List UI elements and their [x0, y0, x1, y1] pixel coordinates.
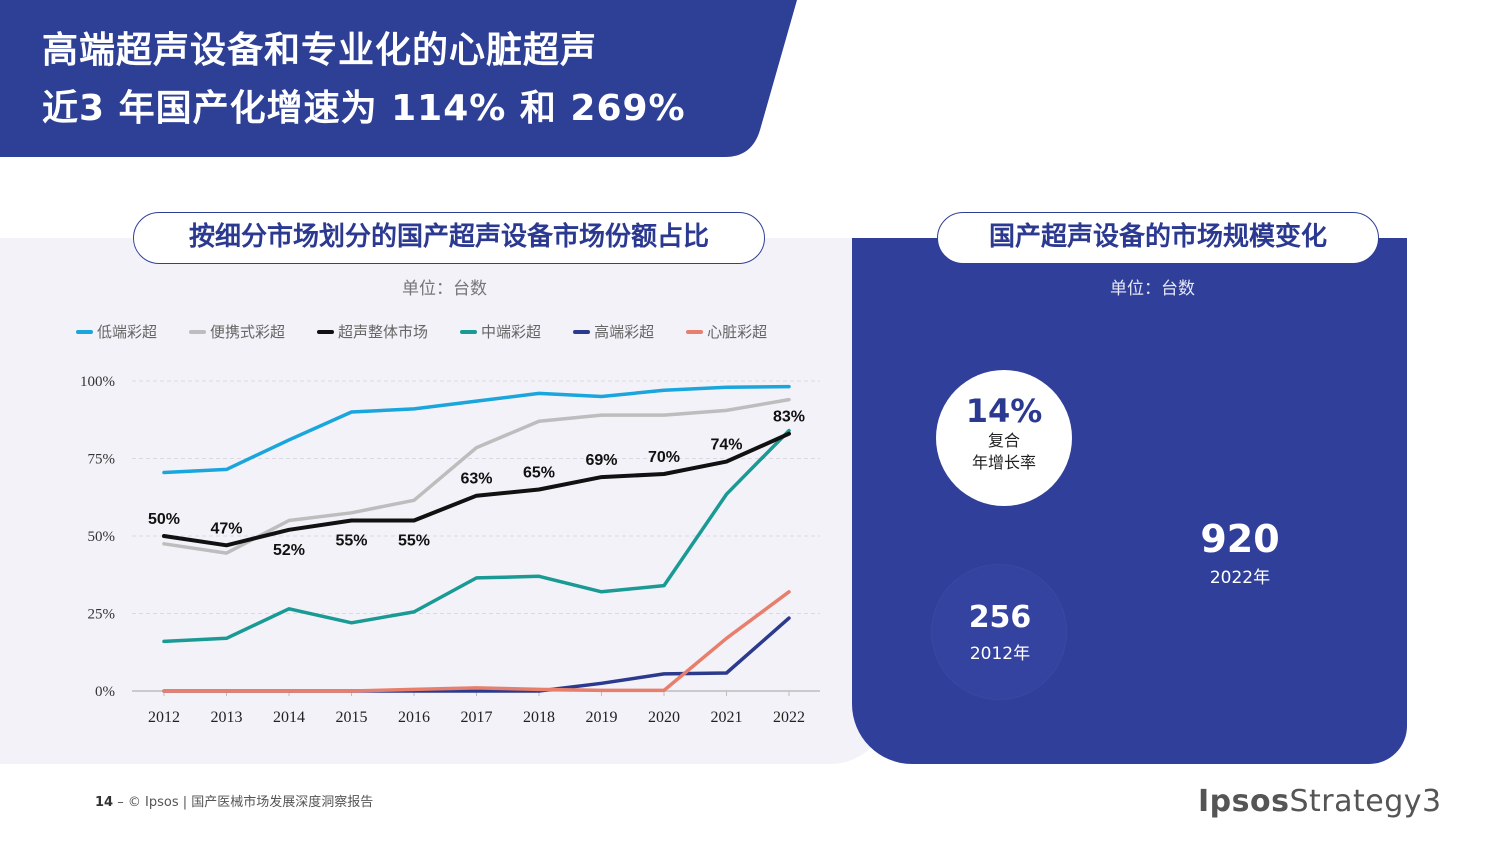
legend-item: 低端彩超	[76, 322, 157, 342]
legend-item: 中端彩超	[460, 322, 541, 342]
y-tick-label: 50%	[88, 529, 116, 545]
data-label: 63%	[460, 471, 492, 488]
year-label-2012: 2012年	[969, 644, 1031, 664]
cagr-circle: 14% 复合 年增长率	[936, 370, 1072, 506]
data-label: 74%	[710, 437, 742, 454]
market-size-title: 国产超声设备的市场规模变化	[937, 212, 1379, 264]
x-tick-label: 2020	[648, 709, 680, 726]
x-tick-label: 2019	[586, 709, 618, 726]
legend-swatch	[460, 330, 478, 334]
y-tick-label: 25%	[88, 607, 116, 623]
x-tick-label: 2013	[211, 709, 243, 726]
footer-dash: –	[117, 795, 124, 810]
bubble-2012	[932, 565, 1066, 699]
x-tick-label: 2014	[273, 709, 305, 726]
y-tick-label: 0%	[95, 684, 115, 700]
legend-item: 高端彩超	[573, 322, 654, 342]
data-label: 65%	[523, 465, 555, 482]
market-share-line-chart: 0% 25% 50% 75% 100% 2012 2013 2014 2015 2016 2017 2…	[80, 374, 820, 726]
legend-swatch	[76, 330, 93, 334]
x-tick-label: 2012	[148, 709, 180, 726]
page-title-line-2: 近3 年国产化增速为 114% 和 269%	[42, 88, 686, 129]
chart-legend: 低端彩超 便携式彩超 超声整体市场 中端彩超 高端彩超 心脏彩超	[76, 322, 799, 342]
market-share-unit: 单位：台数	[402, 279, 487, 299]
series-line-5	[162, 616, 791, 693]
y-tick-label: 75%	[88, 452, 116, 468]
x-tick-label: 2015	[336, 709, 368, 726]
cagr-label-line-2: 年增长率	[971, 453, 1036, 472]
market-size-unit: 单位：台数	[1110, 279, 1195, 299]
title-banner	[0, 0, 797, 157]
data-label: 47%	[210, 520, 242, 537]
series-line-3	[162, 431, 791, 548]
market-share-title: 按细分市场划分的国产超声设备市场份额占比	[133, 212, 765, 264]
legend-label: 便携式彩超	[210, 323, 286, 341]
legend-swatch	[573, 330, 591, 334]
cagr-label-line-1: 复合	[987, 431, 1020, 450]
data-label: 55%	[335, 533, 367, 550]
data-label: 83%	[773, 409, 805, 426]
y-tick-label: 100%	[80, 374, 115, 390]
series-line-2	[162, 397, 791, 555]
footer: 14 – © Ipsos | 国产医械市场发展深度洞察报告	[95, 794, 373, 812]
legend-label: 超声整体市场	[338, 323, 429, 341]
x-tick-label: 2017	[461, 709, 493, 726]
data-label: 55%	[398, 533, 430, 550]
legend-label: 低端彩超	[97, 323, 158, 341]
legend-label: 高端彩超	[594, 323, 655, 341]
legend-item: 心脏彩超	[686, 322, 767, 342]
x-tick-label: 2018	[523, 709, 555, 726]
page-title: 高端超声设备和专业化的心脏超声 近3 年国产化增速为 114% 和 269%	[42, 22, 686, 138]
data-label: 52%	[273, 542, 305, 559]
legend-item: 便携式彩超	[189, 322, 285, 342]
legend-swatch	[189, 330, 207, 334]
x-tick-label: 2021	[711, 709, 743, 726]
market-share-panel	[0, 238, 890, 764]
legend-item: 超声整体市场	[317, 322, 428, 342]
logo-brand: Ipsos	[1198, 784, 1290, 819]
legend-label: 中端彩超	[481, 323, 542, 341]
footer-text: © Ipsos | 国产医械市场发展深度洞察报告	[127, 795, 374, 810]
cagr-value: 14%	[965, 392, 1043, 430]
legend-swatch	[317, 330, 335, 334]
page-number: 14	[95, 795, 114, 810]
data-label: 50%	[148, 511, 180, 528]
ipsos-strategy3-logo: IpsosStrategy3	[1198, 784, 1442, 820]
data-label: 69%	[585, 452, 617, 469]
page-title-line-1: 高端超声设备和专业化的心脏超声	[42, 30, 598, 71]
year-label-2022: 2022年	[1209, 568, 1271, 588]
x-tick-label: 2022	[773, 709, 805, 726]
series-line-1	[162, 384, 791, 475]
x-tick-label: 2016	[398, 709, 430, 726]
market-size-panel	[852, 238, 1407, 764]
legend-label: 心脏彩超	[707, 323, 768, 341]
value-2022: 920	[1200, 517, 1280, 561]
series-line-6	[162, 590, 791, 693]
legend-swatch	[686, 330, 704, 334]
value-2012: 256	[968, 600, 1032, 635]
series-line-4	[162, 428, 791, 644]
logo-suffix: Strategy3	[1289, 784, 1442, 819]
data-label: 70%	[648, 449, 680, 466]
